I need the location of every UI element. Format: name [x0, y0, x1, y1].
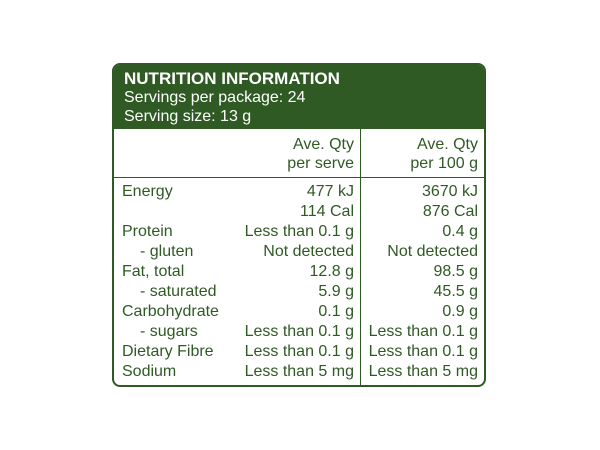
serving-size: Serving size: 13 g — [124, 108, 252, 125]
column-header-per-100g: Ave. Qty per 100 g — [410, 135, 478, 173]
nutrient-name: Sodium — [122, 363, 177, 380]
panel-header: NUTRITION INFORMATION Servings per packa… — [114, 65, 484, 129]
per-serve-value: 114 Cal — [300, 203, 354, 220]
column-header-line: per 100 g — [410, 155, 478, 172]
nutrient-name: - saturated — [140, 283, 217, 300]
per-serve-value: 0.1 g — [318, 303, 354, 320]
table-row: - saturated 5.9 g 45.5 g — [114, 282, 484, 302]
column-header-line: Ave. Qty — [416, 136, 478, 153]
per-100g-value: 876 Cal — [422, 203, 478, 220]
table-row: Fat, total 12.8 g 98.5 g — [114, 262, 484, 282]
nutrient-name: Dietary Fibre — [122, 343, 214, 360]
per-100g-value: 98.5 g — [433, 263, 478, 280]
table-row: Protein Less than 0.1 g 0.4 g — [114, 222, 484, 242]
per-serve-value: 12.8 g — [309, 263, 354, 280]
nutrient-name: Fat, total — [122, 263, 185, 280]
nutrient-name: Protein — [122, 223, 173, 240]
servings-per-package: Servings per package: 24 — [124, 89, 306, 106]
nutrient-name: - sugars — [140, 323, 198, 340]
per-100g-value: 3670 kJ — [421, 183, 478, 200]
nutrient-name: Energy — [122, 183, 173, 200]
per-100g-value: Not detected — [387, 243, 478, 260]
per-100g-value: 0.4 g — [442, 223, 478, 240]
table-row: Sodium Less than 5 mg Less than 5 mg — [114, 362, 484, 382]
column-header-per-serve: Ave. Qty per serve — [287, 135, 354, 173]
per-serve-value: Less than 0.1 g — [244, 323, 354, 340]
per-serve-value: Not detected — [263, 243, 354, 260]
nutrient-rows: Energy 477 kJ 3670 kJ 114 Cal 876 Cal Protein… — [114, 182, 484, 382]
per-100g-value: 0.9 g — [442, 303, 478, 320]
per-100g-value: Less than 0.1 g — [368, 323, 478, 340]
panel-title: NUTRITION INFORMATION — [124, 69, 340, 88]
table-row: Dietary Fibre Less than 0.1 g Less than 0.… — [114, 342, 484, 362]
column-divider — [360, 129, 361, 385]
column-header-line: per serve — [287, 155, 354, 172]
nutrient-name: - gluten — [140, 243, 194, 260]
per-serve-value: Less than 0.1 g — [244, 343, 354, 360]
nutrient-name: Carbohydrate — [122, 303, 219, 320]
header-divider — [114, 177, 484, 178]
column-header-line: Ave. Qty — [292, 136, 354, 153]
per-serve-value: Less than 5 mg — [244, 363, 354, 380]
table-row: Carbohydrate 0.1 g 0.9 g — [114, 302, 484, 322]
nutrition-panel: NUTRITION INFORMATION Servings per packa… — [112, 63, 486, 387]
per-serve-value: 5.9 g — [318, 283, 354, 300]
table-row: 114 Cal 876 Cal — [114, 202, 484, 222]
per-serve-value: Less than 0.1 g — [244, 223, 354, 240]
table-row: - gluten Not detected Not detected — [114, 242, 484, 262]
per-serve-value: 477 kJ — [306, 183, 354, 200]
table-row: - sugars Less than 0.1 g Less than 0.1 g — [114, 322, 484, 342]
per-100g-value: Less than 5 mg — [368, 363, 478, 380]
per-100g-value: Less than 0.1 g — [368, 343, 478, 360]
table-row: Energy 477 kJ 3670 kJ — [114, 182, 484, 202]
per-100g-value: 45.5 g — [433, 283, 478, 300]
